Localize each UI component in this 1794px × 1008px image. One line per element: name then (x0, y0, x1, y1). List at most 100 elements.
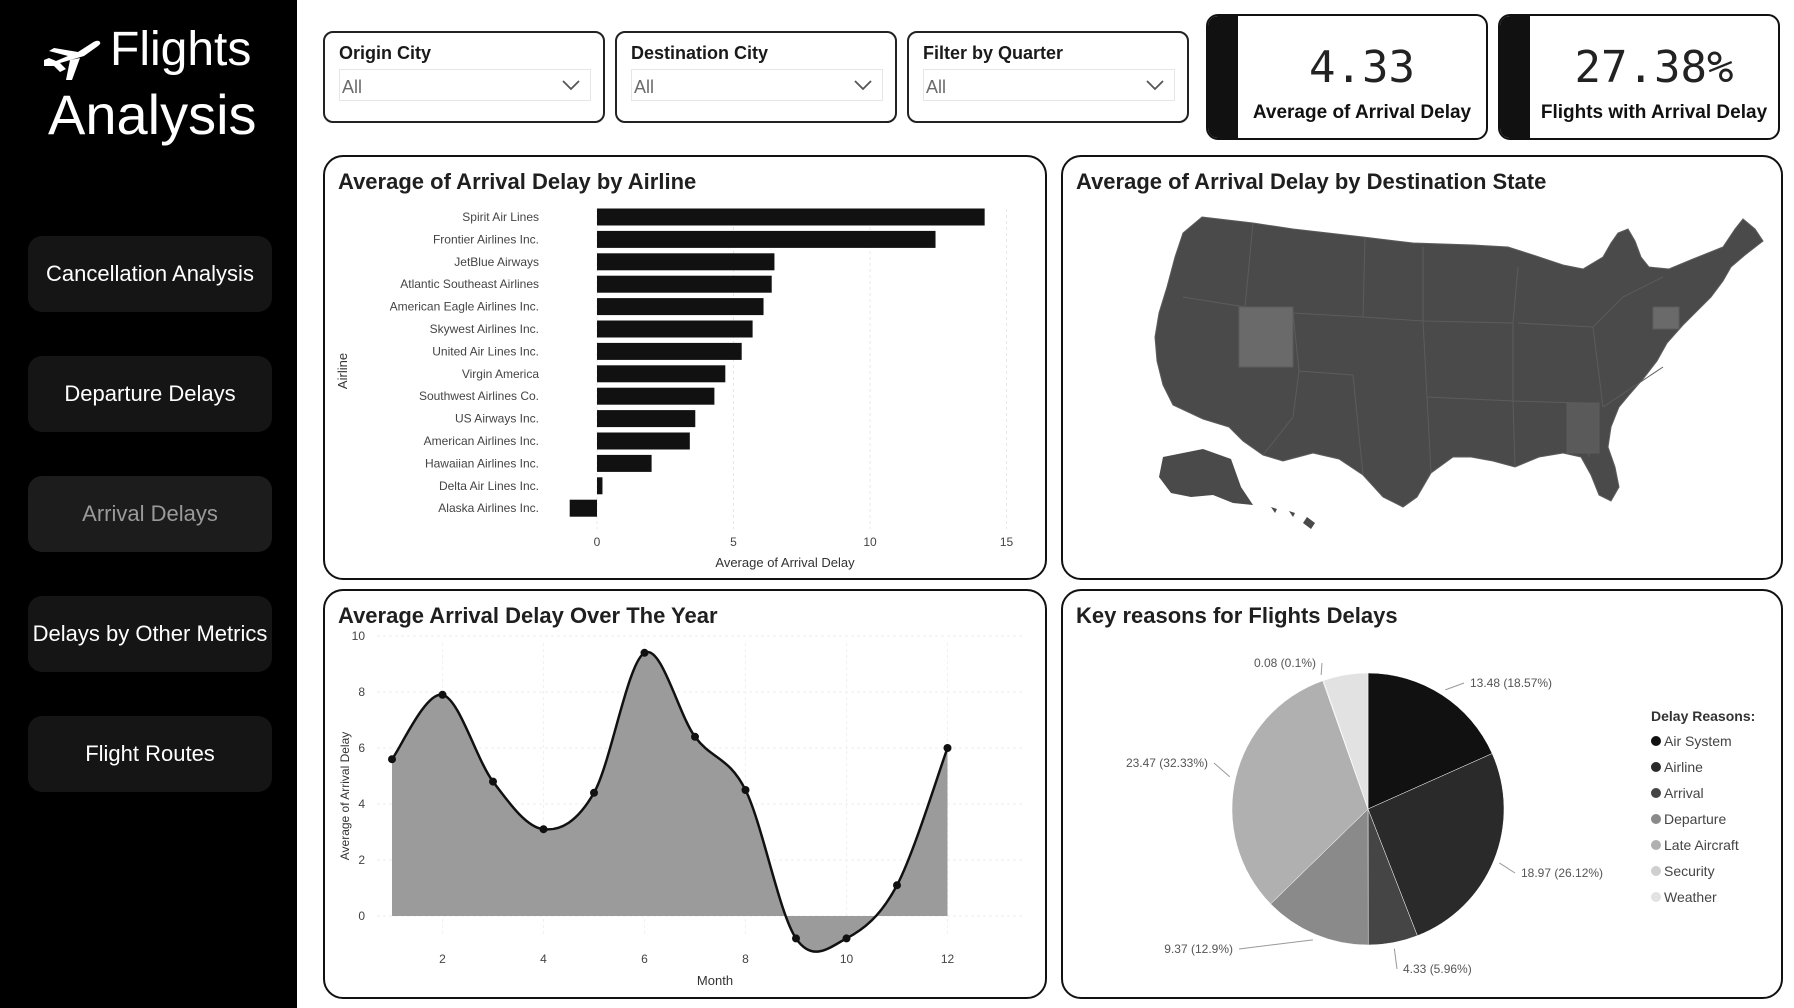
airline-chart-title: Average of Arrival Delay by Airline (338, 169, 697, 194)
chevron-down-icon (1146, 80, 1164, 91)
pie-data-label-departure: 9.37 (12.9%) (1164, 942, 1233, 956)
bar-x-axis-label: Average of Arrival Delay (715, 555, 855, 570)
nav-flight-routes[interactable]: Flight Routes (28, 716, 272, 792)
airline-delay-card: Average of Arrival Delay by Airline Spir… (323, 155, 1047, 580)
kpi-accent-bar (1500, 16, 1530, 138)
bar-category-label: Delta Air Lines Inc. (439, 479, 539, 493)
delay-reasons-card: Key reasons for Flights Delays 13.48 (18… (1061, 589, 1783, 999)
nav-arrival-delays[interactable]: Arrival Delays (28, 476, 272, 552)
bar-atlantic-southeast-airlines[interactable] (597, 275, 772, 293)
bar-united-air-lines-inc[interactable] (597, 342, 742, 360)
destination-city-label: Destination City (631, 43, 769, 63)
kpi-caption: Average of Arrival Delay (1252, 102, 1472, 123)
pie-slice-departure[interactable] (1270, 808, 1369, 946)
us-state-map (1154, 216, 1764, 529)
utah-shape[interactable] (1238, 306, 1294, 368)
area-xtick-10: 10 (840, 952, 854, 966)
bar-hawaiian-airlines-inc[interactable] (597, 454, 652, 472)
pie-slice-late-aircraft[interactable] (1231, 680, 1369, 905)
destination-city-value: All (634, 77, 655, 97)
nav-delays-by-other-metrics[interactable]: Delays by Other Metrics (28, 596, 272, 672)
sidebar: Flights Analysis Cancellation Analysis D… (0, 0, 297, 1008)
bar-category-label: American Eagle Airlines Inc. (390, 300, 539, 314)
pie-leader-line (1393, 948, 1398, 970)
origin-city-label: Origin City (339, 43, 432, 63)
quarter-select[interactable]: All (923, 69, 1175, 101)
bar-american-eagle-airlines-inc[interactable] (597, 298, 764, 316)
alaska-shape[interactable] (1159, 449, 1253, 505)
nav-cancellation-analysis[interactable]: Cancellation Analysis (28, 236, 272, 312)
area-point-month-10[interactable] (842, 934, 851, 943)
area-ytick-0: 0 (358, 909, 365, 923)
bar-american-airlines-inc[interactable] (597, 432, 690, 450)
pie-data-label-late-aircraft: 23.47 (32.33%) (1126, 756, 1208, 770)
georgia-shape[interactable] (1566, 402, 1600, 454)
area-ytick-4: 4 (358, 797, 365, 811)
area-point-month-12[interactable] (943, 744, 952, 752)
legend-marker-departure (1651, 814, 1661, 824)
nav-departure-delays[interactable]: Departure Delays (28, 356, 272, 432)
legend-item-security[interactable]: Security (1664, 863, 1715, 879)
app-title-line1: Flights (110, 23, 252, 76)
pie-slice-airline[interactable] (1367, 753, 1505, 937)
hawaii-shape[interactable] (1271, 507, 1315, 529)
pie-data-label-air-system: 13.48 (18.57%) (1470, 676, 1552, 690)
origin-city-select[interactable]: All (339, 69, 591, 101)
area-series-line[interactable] (390, 650, 949, 953)
legend-item-departure[interactable]: Departure (1664, 811, 1726, 827)
area-point-month-9[interactable] (792, 934, 800, 943)
area-point-month-2[interactable] (438, 690, 447, 699)
pie-leader-line (1499, 862, 1516, 874)
kpi-average-arrival-delay: 4.33 Average of Arrival Delay (1206, 14, 1488, 140)
pie-leader-line (1238, 939, 1313, 950)
map-chart-title: Average of Arrival Delay by Destination … (1076, 169, 1547, 194)
area-point-month-1[interactable] (388, 755, 396, 764)
bar-category-label: US Airways Inc. (455, 412, 539, 426)
legend-item-air-system[interactable]: Air System (1664, 733, 1732, 749)
chevron-down-icon (854, 80, 872, 91)
pie-slice-weather[interactable] (1323, 672, 1369, 810)
chevron-down-icon (562, 80, 580, 91)
kpi-value: 4.33 (1309, 42, 1415, 93)
destination-city-select[interactable]: All (631, 69, 883, 101)
bar-alaska-airlines-inc[interactable] (569, 499, 597, 517)
quarter-label: Filter by Quarter (923, 43, 1064, 63)
bar-delta-air-lines-inc[interactable] (597, 477, 603, 495)
bar-us-airways-inc[interactable] (597, 410, 696, 428)
area-y-axis-label: Average of Arrival Delay (338, 732, 352, 861)
area-xtick-6: 6 (641, 952, 648, 966)
bar-spirit-air-lines[interactable] (597, 208, 985, 226)
area-point-month-5[interactable] (590, 788, 598, 797)
bar-southwest-airlines-co[interactable] (597, 387, 715, 405)
legend-item-late-aircraft[interactable]: Late Aircraft (1664, 837, 1739, 853)
legend-marker-arrival (1651, 788, 1661, 798)
pie-leader-line (1213, 762, 1231, 778)
area-point-month-8[interactable] (741, 786, 750, 794)
area-point-month-4[interactable] (539, 825, 548, 834)
bar-jetblue-airways[interactable] (597, 253, 775, 271)
bar-virgin-america[interactable] (597, 365, 726, 383)
area-ytick-10: 10 (352, 629, 366, 643)
bar-skywest-airlines-inc[interactable] (597, 320, 753, 338)
bar-category-label: Hawaiian Airlines Inc. (425, 456, 539, 470)
legend-item-airline[interactable]: Airline (1664, 759, 1703, 775)
area-point-month-3[interactable] (489, 777, 497, 786)
legend-item-arrival[interactable]: Arrival (1664, 785, 1704, 801)
delay-reasons-pie: 13.48 (18.57%) 18.97 (26.12%) 4.33 (5.96%)… (1126, 656, 1755, 976)
legend-marker-airline (1651, 762, 1661, 772)
bar-frontier-airlines-inc[interactable] (597, 230, 936, 248)
pie-legend-title: Delay Reasons: (1651, 708, 1755, 724)
bar-category-label: JetBlue Airways (454, 255, 539, 269)
pie-leader-line (1320, 662, 1323, 675)
airline-bar-chart: Spirit Air Lines Frontier Airlines Inc. Je… (335, 208, 1013, 570)
area-point-month-7[interactable] (691, 732, 699, 741)
pie-slice-air-system[interactable] (1367, 672, 1493, 810)
area-fill (392, 651, 948, 952)
quarter-value: All (926, 77, 947, 97)
area-point-month-11[interactable] (893, 881, 901, 890)
pennsylvania-region-shape[interactable] (1652, 306, 1680, 330)
area-point-month-6[interactable] (640, 648, 649, 657)
us-mainland-shape[interactable] (1154, 216, 1764, 508)
app-title-line2: Analysis (48, 83, 257, 146)
legend-item-weather[interactable]: Weather (1664, 889, 1717, 905)
